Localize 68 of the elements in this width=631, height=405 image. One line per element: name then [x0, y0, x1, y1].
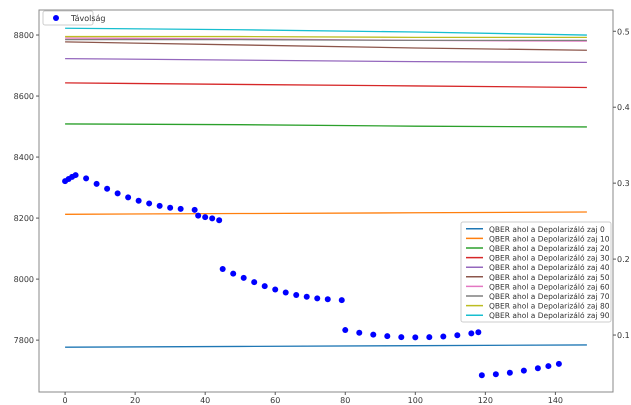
point [167, 204, 174, 211]
point [262, 283, 268, 290]
x-tick-label: 60 [270, 396, 280, 405]
point [426, 334, 432, 340]
legend-label: Távolság [70, 14, 106, 23]
line-series [64, 28, 588, 36]
y-tick-label: 8800 [14, 31, 34, 40]
x-tick-label: 40 [200, 396, 210, 405]
x-tick-label: 140 [548, 396, 564, 405]
point [136, 198, 142, 204]
point [506, 370, 513, 376]
point [304, 294, 310, 300]
y2-tick-label: 0.2 [617, 255, 630, 264]
point [156, 202, 163, 209]
y-tick-label: 8400 [14, 153, 34, 162]
x-tick-label: 120 [478, 396, 493, 405]
x-tick-label: 20 [130, 396, 140, 405]
x-tick-label: 0 [62, 396, 68, 405]
point [440, 333, 446, 340]
point [220, 266, 226, 272]
x-tick-label: 80 [340, 396, 350, 405]
y-tick-label: 8600 [14, 92, 34, 102]
y-tick-label: 8200 [14, 214, 34, 224]
point [545, 363, 552, 370]
point [125, 194, 132, 200]
point [240, 274, 247, 281]
point [72, 172, 79, 178]
point [230, 270, 236, 277]
point [272, 286, 278, 292]
y-tick-label: 7800 [14, 336, 34, 346]
point [146, 200, 152, 206]
point [202, 214, 208, 220]
line-series [64, 41, 588, 51]
point [398, 334, 404, 340]
x-tick-label: 100 [408, 396, 423, 405]
point [314, 295, 320, 302]
point [104, 186, 110, 192]
y2-tick-label: 0.1 [617, 331, 630, 340]
point [356, 330, 362, 336]
point [216, 217, 222, 224]
point [384, 333, 390, 340]
point [342, 327, 348, 334]
point [324, 296, 331, 302]
point [282, 290, 289, 296]
y-tick-label: 8000 [14, 275, 34, 284]
point [338, 297, 345, 304]
point [534, 365, 541, 372]
point [114, 190, 121, 196]
point [370, 332, 376, 338]
point [94, 180, 100, 187]
point [492, 371, 499, 378]
point [293, 292, 300, 298]
point [412, 334, 418, 340]
point [468, 330, 474, 336]
point [556, 360, 562, 367]
point [520, 368, 527, 374]
point [475, 329, 482, 336]
point [454, 332, 460, 338]
point [195, 212, 202, 219]
point [178, 206, 184, 212]
y2-tick-label: 0.5 [617, 27, 630, 36]
point [251, 279, 258, 286]
point [478, 372, 485, 378]
point [192, 206, 198, 213]
y2-tick-label: 0.3 [617, 179, 630, 188]
point [83, 175, 90, 182]
y2-tick-label: 0.4 [617, 103, 630, 112]
point [209, 215, 216, 222]
